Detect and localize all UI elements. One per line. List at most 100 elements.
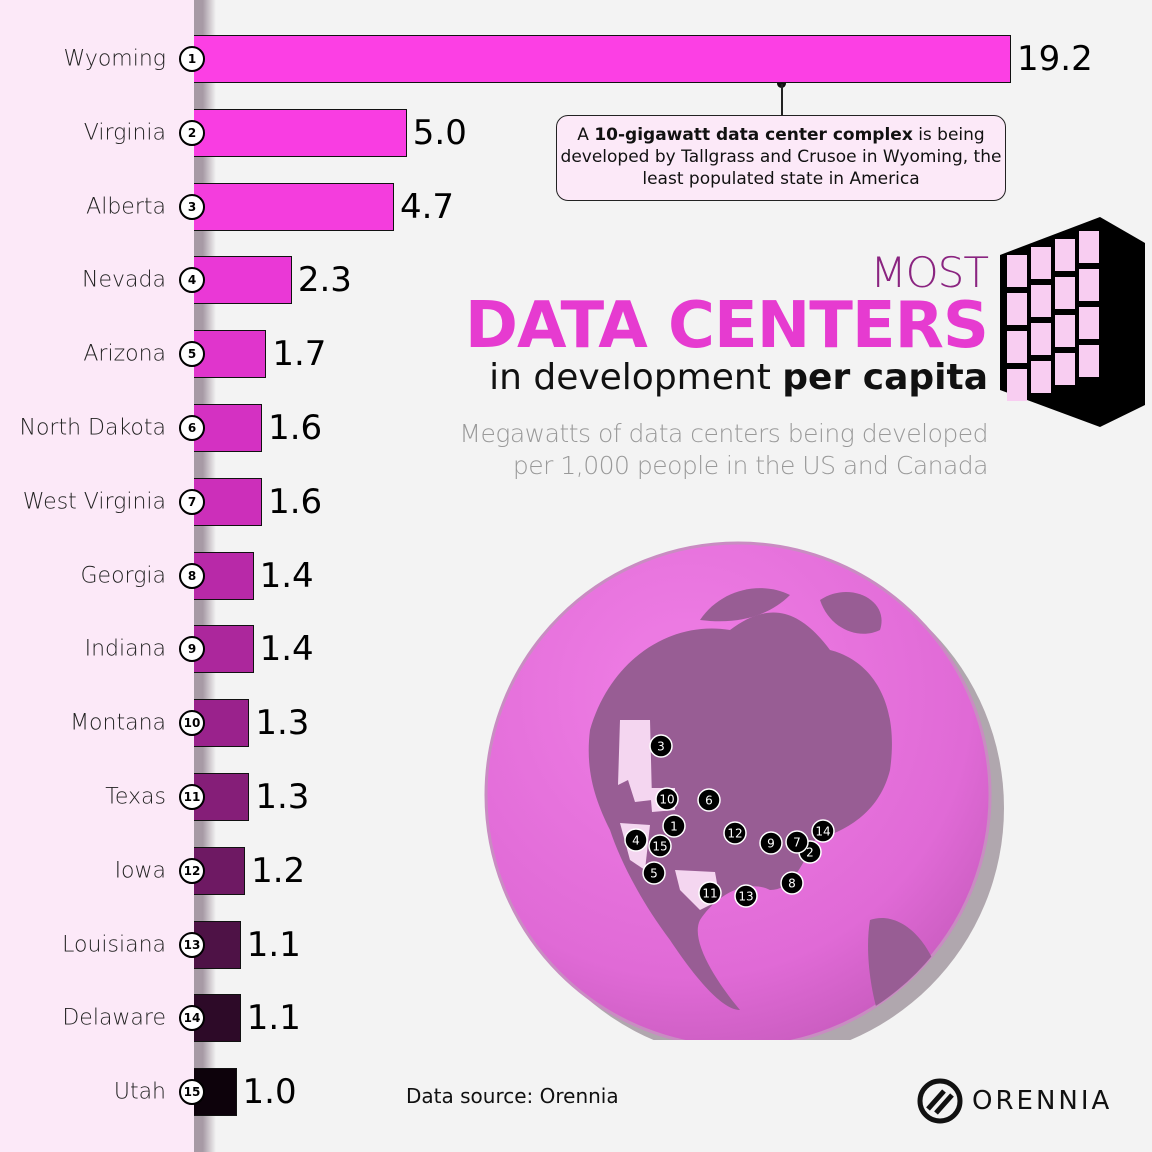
category-label: North Dakota	[19, 415, 166, 441]
callout-pointer-dot	[777, 79, 786, 88]
map-marker-label: 2	[806, 846, 814, 860]
map-marker-label: 11	[702, 887, 717, 901]
map-marker-label: 5	[650, 867, 658, 881]
orennia-logo-icon	[917, 1078, 963, 1124]
map-marker-georgia: 8	[780, 871, 804, 895]
server-cell	[1079, 307, 1099, 339]
category-label: Georgia	[80, 563, 167, 589]
map-marker-label: 9	[767, 837, 775, 851]
value-label: 1.0	[242, 1072, 297, 1113]
value-label: 4.7	[399, 186, 455, 227]
callout-rest: is being developed by Tallgrass and Crus…	[560, 125, 1002, 189]
title-sub-bold: per capita	[782, 357, 988, 398]
map-marker-north-dakota: 6	[697, 788, 721, 812]
category-label: Wyoming	[63, 46, 166, 72]
value-label: 1.4	[259, 629, 314, 670]
callout-box: A 10-gigawatt data center complex is bei…	[556, 115, 1006, 201]
map-marker-label: 1	[670, 820, 678, 834]
category-label: Indiana	[84, 636, 166, 662]
bar	[194, 404, 263, 452]
bar	[194, 108, 407, 157]
rank-badge: 7	[179, 488, 205, 515]
category-label: Virginia	[83, 120, 166, 146]
server-cell	[1007, 255, 1027, 287]
map-marker-arizona: 5	[642, 861, 666, 885]
server-cell	[1055, 315, 1075, 347]
server-cell	[1079, 345, 1099, 377]
callout-bold: 10-gigawatt data center complex	[594, 125, 913, 145]
server-cell	[1031, 247, 1051, 279]
value-label: 1.3	[255, 703, 310, 744]
value-label: 1.6	[268, 408, 323, 448]
value-label: 1.7	[272, 334, 327, 375]
rank-badge: 10	[179, 710, 205, 737]
category-label: Iowa	[114, 858, 166, 884]
server-cell	[1055, 277, 1075, 309]
category-label: Utah	[113, 1079, 166, 1105]
orennia-logo: ORENNIA	[916, 1077, 1112, 1125]
page-title: MOST DATA CENTERS in development per cap…	[464, 248, 989, 400]
bar	[194, 182, 394, 231]
map-marker-delaware: 14	[811, 819, 835, 843]
server-cell	[1055, 353, 1075, 385]
map-marker-label: 6	[705, 794, 713, 808]
data-source: Data source: Orennia	[406, 1084, 619, 1108]
map-marker-west-virginia: 7	[785, 830, 809, 854]
label-panel	[0, 0, 194, 1152]
category-label: Nevada	[82, 267, 166, 293]
rank-badge: 6	[179, 415, 205, 441]
map-marker-label: 13	[738, 890, 753, 904]
bar	[194, 330, 267, 379]
map-marker-iowa: 12	[723, 821, 747, 845]
server-cell	[1031, 361, 1051, 393]
bar	[194, 35, 1011, 83]
rank-badge: 1	[179, 46, 205, 72]
map-marker-label: 7	[793, 836, 801, 850]
server-cell	[1055, 239, 1075, 271]
map-marker-utah: 15	[648, 834, 672, 858]
map-marker-label: 15	[652, 840, 667, 854]
category-label: Delaware	[62, 1005, 166, 1031]
rank-badge: 14	[179, 1005, 205, 1032]
map-marker-label: 4	[632, 834, 640, 848]
map-marker-label: 14	[815, 825, 830, 839]
map-marker-montana: 10	[655, 787, 679, 811]
rank-badge: 5	[179, 341, 205, 368]
map-marker-label: 3	[657, 740, 665, 754]
map-marker-indiana: 9	[759, 831, 783, 855]
callout-prefix: A	[577, 125, 595, 145]
value-label: 1.1	[246, 998, 301, 1039]
rank-badge: 3	[179, 193, 205, 220]
value-label: 2.3	[297, 260, 352, 301]
title-main: DATA CENTERS	[464, 289, 989, 363]
value-label: 1.4	[259, 555, 314, 596]
server-cell	[1007, 331, 1027, 363]
map-marker-nevada: 4	[624, 828, 648, 852]
map-marker-label: 8	[788, 877, 796, 891]
server-cell	[1079, 231, 1099, 263]
rank-badge: 9	[179, 636, 205, 663]
value-label: 1.2	[251, 850, 306, 891]
value-label: 5.0	[412, 112, 467, 153]
rank-badge: 12	[179, 857, 205, 884]
bar	[194, 920, 241, 969]
category-label: Alberta	[86, 194, 166, 220]
server-rack-icon	[1000, 217, 1145, 427]
category-label: West Virginia	[22, 489, 166, 515]
subtitle-line2: per 1,000 people in the US and Canada	[512, 451, 989, 480]
value-label: 1.3	[255, 777, 310, 817]
rank-badge: 4	[179, 267, 205, 294]
bar	[194, 256, 292, 305]
server-cell	[1007, 369, 1027, 401]
category-label: Montana	[70, 710, 166, 736]
server-cell	[1031, 285, 1051, 317]
rank-badge: 8	[179, 562, 205, 589]
server-cell	[1031, 323, 1051, 355]
callout-pointer-line	[781, 84, 783, 115]
category-label: Arizona	[83, 341, 166, 367]
map-marker-alberta: 3	[649, 734, 673, 758]
value-label: 19.2	[1017, 39, 1093, 79]
server-cell	[1079, 269, 1099, 301]
title-most: MOST	[870, 248, 989, 297]
